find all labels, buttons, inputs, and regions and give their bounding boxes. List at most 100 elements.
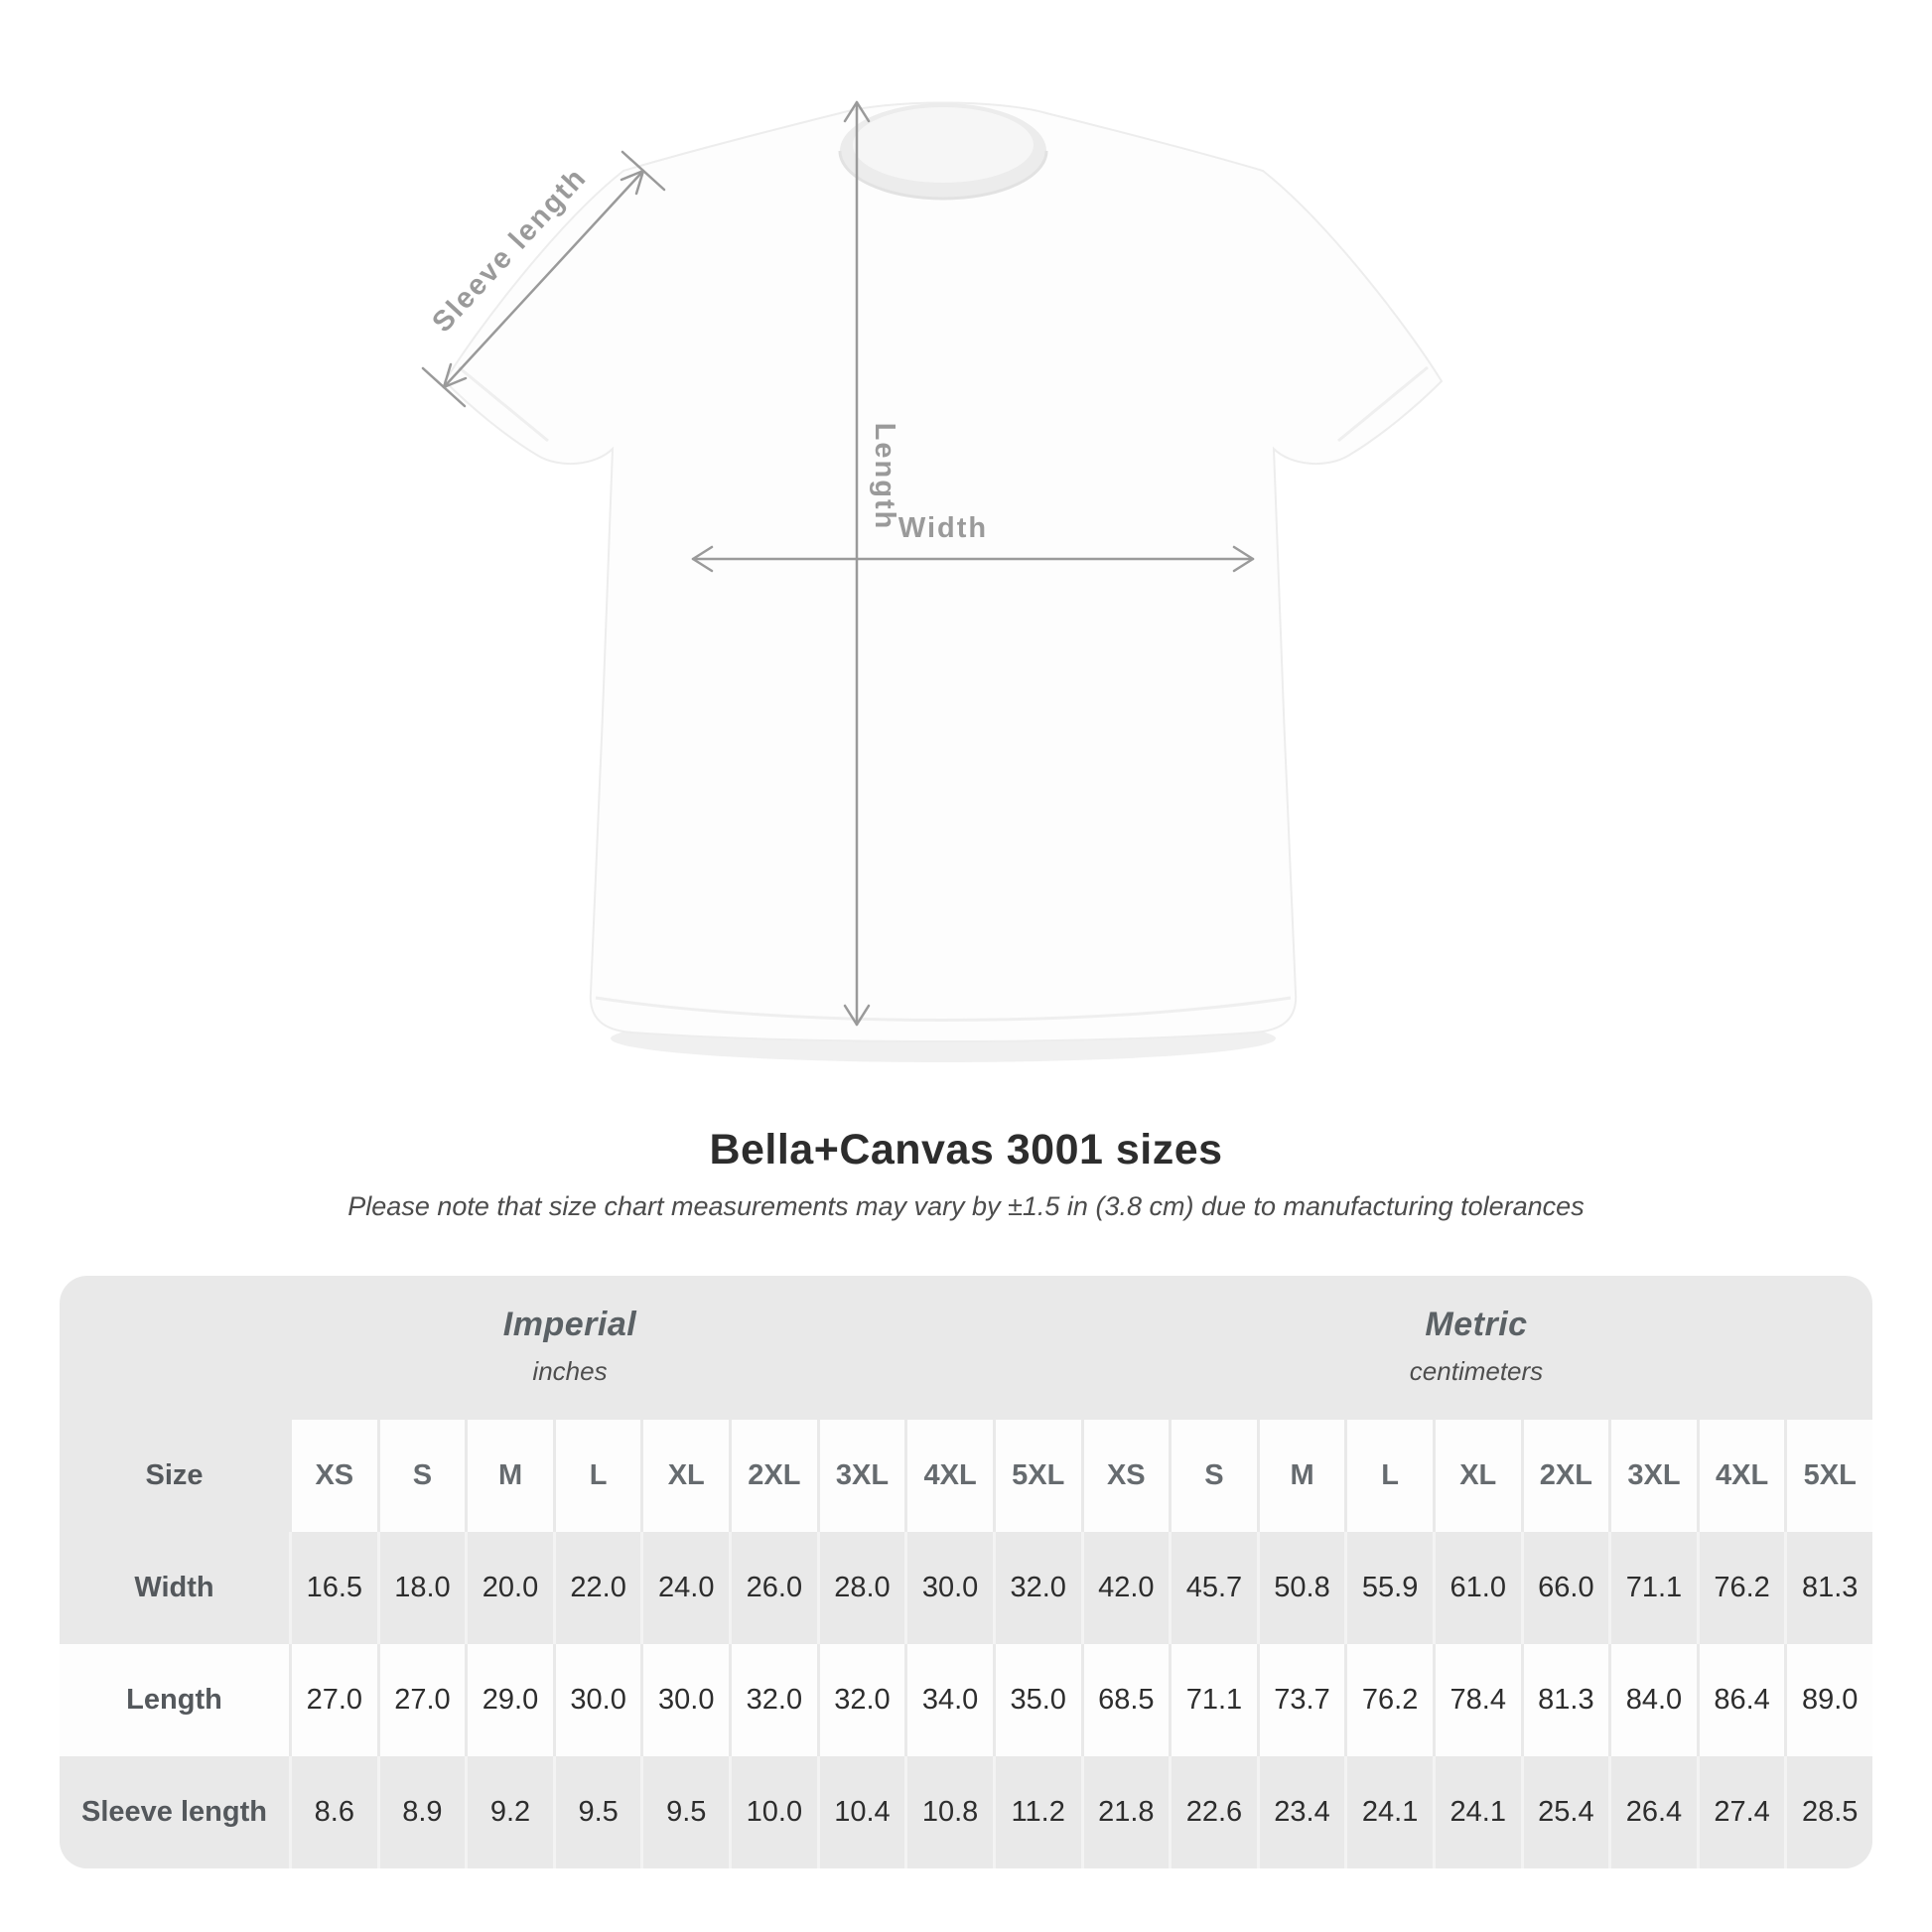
size-column-header-metric: 4XL bbox=[1696, 1420, 1785, 1532]
measurement-cell-metric: 68.5 bbox=[1080, 1644, 1170, 1756]
measurement-cell-imperial: 26.0 bbox=[729, 1532, 817, 1644]
measurement-cell-imperial: 22.0 bbox=[552, 1532, 641, 1644]
size-column-header-metric: XL bbox=[1432, 1420, 1521, 1532]
measurement-cell-imperial: 30.0 bbox=[640, 1644, 730, 1756]
width-arrowhead-left bbox=[691, 545, 714, 573]
measurement-cell-metric: 89.0 bbox=[1784, 1644, 1872, 1756]
measurement-cell-imperial: 20.0 bbox=[465, 1532, 553, 1644]
measurement-cell-metric: 81.3 bbox=[1784, 1532, 1872, 1644]
row-label: Sleeve length bbox=[60, 1756, 289, 1868]
measurement-cell-imperial: 18.0 bbox=[376, 1532, 466, 1644]
width-dimension: Width bbox=[691, 512, 1255, 573]
size-column-header-metric: 3XL bbox=[1608, 1420, 1697, 1532]
measurement-cell-metric: 86.4 bbox=[1696, 1644, 1785, 1756]
length-arrowhead-bottom bbox=[843, 1004, 871, 1027]
measurement-cell-metric: 71.1 bbox=[1169, 1644, 1257, 1756]
measurement-cell-metric: 55.9 bbox=[1344, 1532, 1433, 1644]
measurement-cell-imperial: 29.0 bbox=[465, 1644, 553, 1756]
size-column-header-imperial: 3XL bbox=[816, 1420, 905, 1532]
measurement-cell-metric: 76.2 bbox=[1696, 1532, 1785, 1644]
measurement-cell-metric: 73.7 bbox=[1256, 1644, 1345, 1756]
measurement-cell-imperial: 32.0 bbox=[729, 1644, 817, 1756]
tshirt-image bbox=[443, 101, 1444, 1062]
measurement-cell-metric: 25.4 bbox=[1520, 1756, 1609, 1868]
metric-group-title: Metric bbox=[1425, 1306, 1528, 1343]
measurement-cell-imperial: 27.0 bbox=[376, 1644, 466, 1756]
measurement-cell-imperial: 10.0 bbox=[729, 1756, 817, 1868]
measurement-cell-metric: 26.4 bbox=[1608, 1756, 1697, 1868]
tolerance-note: Please note that size chart measurements… bbox=[347, 1191, 1585, 1221]
size-column-header-imperial: S bbox=[376, 1420, 466, 1532]
imperial-group-unit: inches bbox=[532, 1356, 608, 1386]
collar-seam bbox=[838, 150, 1048, 201]
measurement-cell-imperial: 10.4 bbox=[816, 1756, 905, 1868]
left-cuff-seam bbox=[458, 365, 549, 443]
row-label: Length bbox=[60, 1644, 289, 1756]
measurement-cell-metric: 50.8 bbox=[1256, 1532, 1345, 1644]
measurement-cell-metric: 61.0 bbox=[1432, 1532, 1521, 1644]
size-column-header-metric: L bbox=[1344, 1420, 1433, 1532]
measurement-cell-imperial: 9.5 bbox=[640, 1756, 730, 1868]
width-label: Width bbox=[898, 512, 988, 544]
measurement-cell-metric: 71.1 bbox=[1608, 1532, 1697, 1644]
size-column-header-metric: S bbox=[1169, 1420, 1257, 1532]
measurement-cell-metric: 76.2 bbox=[1344, 1644, 1433, 1756]
sleeve-end-tick-top bbox=[621, 150, 666, 192]
measurement-cell-imperial: 8.9 bbox=[376, 1756, 466, 1868]
measurement-cell-imperial: 27.0 bbox=[289, 1644, 377, 1756]
length-label: Length bbox=[869, 423, 900, 531]
size-table-grid: Size XS S M L XL 2XL 3XL 4XL 5XL XS S M L XL 2XL 3XL 4XL 5… bbox=[60, 1420, 1872, 1868]
size-table: Imperial inches Metric centimeters Size X… bbox=[60, 1276, 1872, 1868]
measurement-cell-imperial: 35.0 bbox=[992, 1644, 1081, 1756]
measurement-cell-metric: 66.0 bbox=[1520, 1532, 1609, 1644]
measurement-cell-imperial: 24.0 bbox=[640, 1532, 730, 1644]
measurement-cell-metric: 24.1 bbox=[1344, 1756, 1433, 1868]
measurement-cell-metric: 28.5 bbox=[1784, 1756, 1872, 1868]
size-column-header-imperial: XS bbox=[289, 1420, 377, 1532]
measurement-cell-metric: 27.4 bbox=[1696, 1756, 1785, 1868]
measurement-cell-imperial: 9.5 bbox=[552, 1756, 641, 1868]
measurement-cell-imperial: 34.0 bbox=[904, 1644, 993, 1756]
measurement-cell-imperial: 32.0 bbox=[816, 1644, 905, 1756]
measurement-cell-imperial: 30.0 bbox=[904, 1532, 993, 1644]
measurement-cell-imperial: 10.8 bbox=[904, 1756, 993, 1868]
measurement-cell-metric: 78.4 bbox=[1432, 1644, 1521, 1756]
imperial-group-header: Imperial inches bbox=[60, 1276, 1080, 1420]
size-column-header-imperial: 4XL bbox=[904, 1420, 993, 1532]
tshirt-diagram: Sleeve length Length Width bbox=[421, 100, 1444, 1062]
size-column-header-imperial: 2XL bbox=[729, 1420, 817, 1532]
hem-seam bbox=[595, 996, 1292, 1022]
size-corner-header: Size bbox=[60, 1420, 289, 1532]
unit-group-header-row: Imperial inches Metric centimeters bbox=[60, 1276, 1872, 1420]
size-column-header-imperial: 5XL bbox=[992, 1420, 1081, 1532]
measurement-cell-metric: 84.0 bbox=[1608, 1644, 1697, 1756]
tshirt-body bbox=[443, 101, 1444, 1042]
measurement-cell-imperial: 11.2 bbox=[992, 1756, 1081, 1868]
size-column-header-metric: M bbox=[1256, 1420, 1345, 1532]
measurement-cell-metric: 22.6 bbox=[1169, 1756, 1257, 1868]
size-column-header-imperial: L bbox=[552, 1420, 641, 1532]
size-column-header-imperial: XL bbox=[640, 1420, 730, 1532]
measurement-cell-imperial: 16.5 bbox=[289, 1532, 377, 1644]
sleeve-end-tick-bottom bbox=[421, 366, 467, 408]
measurement-cell-imperial: 32.0 bbox=[992, 1532, 1081, 1644]
right-cuff-seam bbox=[1337, 365, 1429, 443]
row-label: Width bbox=[60, 1532, 289, 1644]
metric-group-unit: centimeters bbox=[1409, 1356, 1544, 1386]
measurement-cell-imperial: 9.2 bbox=[465, 1756, 553, 1868]
sleeve-length-arrow-line bbox=[442, 169, 645, 389]
measurement-cell-metric: 21.8 bbox=[1080, 1756, 1170, 1868]
length-arrowhead-top bbox=[843, 100, 871, 123]
size-column-header-metric: 2XL bbox=[1520, 1420, 1609, 1532]
imperial-group-title: Imperial bbox=[502, 1306, 637, 1343]
measurement-cell-metric: 81.3 bbox=[1520, 1644, 1609, 1756]
measurement-cell-metric: 45.7 bbox=[1169, 1532, 1257, 1644]
metric-group-header: Metric centimeters bbox=[1080, 1276, 1872, 1420]
measurement-cell-imperial: 28.0 bbox=[816, 1532, 905, 1644]
size-column-header-metric: XS bbox=[1080, 1420, 1170, 1532]
collar-inner bbox=[853, 107, 1034, 183]
measurement-cell-imperial: 30.0 bbox=[552, 1644, 641, 1756]
size-column-header-metric: 5XL bbox=[1784, 1420, 1872, 1532]
size-column-header-imperial: M bbox=[465, 1420, 553, 1532]
